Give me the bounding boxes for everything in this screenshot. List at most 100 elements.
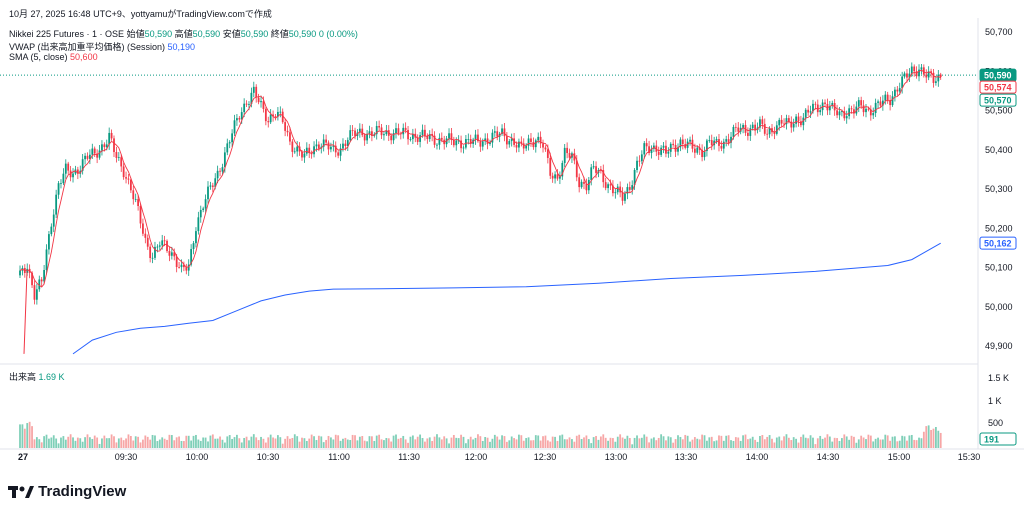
volume-bar (607, 440, 610, 448)
candle-body (831, 103, 834, 106)
volume-bar (833, 437, 836, 448)
candle-body (896, 89, 899, 92)
candle-body (525, 145, 528, 149)
candle-body (640, 154, 643, 162)
volume-bar (139, 442, 142, 448)
candle-body (542, 143, 544, 148)
sma-legend[interactable]: SMA (5, close) 50,600 (9, 52, 98, 62)
candle-body (853, 109, 855, 114)
candle-body (867, 108, 870, 110)
candle-body (537, 136, 540, 141)
volume-bar (578, 434, 581, 448)
volume-bar (308, 438, 311, 448)
candle-body (727, 139, 730, 143)
volume-bar (211, 434, 214, 448)
volume-bar (655, 440, 658, 448)
candle-body (913, 66, 916, 72)
volume-bar (496, 436, 499, 448)
volume-bar (867, 434, 870, 448)
time-tick-label: 12:00 (465, 452, 488, 462)
volume-bar (351, 434, 354, 448)
candle-body (110, 132, 113, 139)
candle-body (342, 143, 344, 149)
volume-bar (775, 437, 778, 448)
candle-body (166, 240, 168, 252)
volume-bar (869, 435, 872, 448)
volume-bar (337, 435, 340, 448)
volume-bar (255, 437, 258, 448)
candle-body (645, 143, 648, 147)
candle-body (848, 108, 851, 117)
candle-body (52, 214, 55, 227)
candle-body (522, 143, 525, 149)
volume-bar (474, 437, 477, 448)
volume-bar (223, 442, 226, 448)
candle-body (346, 140, 349, 147)
candle-body (284, 122, 287, 131)
candle-body (291, 141, 294, 152)
volume-bar (69, 434, 72, 448)
volume-bar (236, 434, 238, 448)
candle-body (616, 186, 619, 193)
candle-body (255, 86, 258, 98)
candle-body (489, 142, 491, 144)
volume-bar (79, 438, 82, 448)
candle-body (725, 139, 728, 142)
volume-legend[interactable]: 出来高 1.69 K (9, 370, 65, 383)
volume-bar (260, 436, 262, 448)
volume-bar (257, 440, 260, 448)
candle-body (204, 199, 207, 209)
volume-bar (390, 441, 393, 448)
candle-body (879, 101, 882, 106)
volume-bar (93, 435, 96, 448)
sma-badge-text: 50,574 (984, 83, 1012, 93)
candle-body (518, 141, 520, 148)
candle-body (915, 71, 918, 77)
volume-bar (795, 438, 798, 448)
volume-bar (202, 437, 205, 448)
volume-bar (344, 437, 347, 448)
candle-body (411, 133, 414, 140)
time-tick-label: 13:30 (675, 452, 698, 462)
candle-body (667, 151, 670, 154)
volume-bar (245, 436, 248, 448)
candle-body (568, 153, 571, 158)
candle-body (520, 141, 523, 144)
tradingview-brand[interactable]: TradingView (8, 483, 126, 500)
volume-bar (387, 438, 390, 448)
candle-body (269, 114, 272, 123)
candle-body (81, 159, 84, 171)
change-value: 0 (0.00%) (318, 29, 358, 39)
volume-bar (64, 439, 67, 448)
candle-body (385, 130, 388, 135)
volume-bar (674, 439, 677, 448)
candle-body (248, 103, 250, 105)
symbol-title[interactable]: Nikkei 225 Futures · 1 · OSE (9, 29, 125, 39)
volume-bar (903, 436, 906, 448)
candle-body (843, 111, 846, 119)
candle-body (178, 266, 180, 268)
volume-bar (749, 438, 752, 448)
candle-body (129, 179, 132, 191)
candle-body (354, 130, 356, 136)
vwap-legend[interactable]: VWAP (出来高加重平均価格) (Session) 50,190 (9, 40, 195, 53)
volume-bar (491, 438, 494, 448)
candle-body (599, 170, 602, 171)
candle-body (585, 183, 588, 191)
candle-body (390, 135, 393, 141)
volume-bar (137, 436, 140, 448)
candle-body (790, 121, 793, 128)
volume-bar (433, 436, 436, 448)
volume-bar (443, 436, 446, 448)
candle-body (339, 148, 342, 156)
volume-bar (898, 440, 901, 448)
volume-bar (505, 441, 508, 448)
candle-body (761, 119, 764, 124)
symbol-legend: Nikkei 225 Futures · 1 · OSE 始値50,590 高値… (9, 27, 358, 40)
volume-bar (322, 442, 325, 448)
candle-body (163, 240, 166, 242)
volume-bar (715, 440, 718, 448)
volume-bar (597, 439, 600, 448)
volume-bar (720, 435, 723, 448)
volume-bar (161, 437, 164, 448)
